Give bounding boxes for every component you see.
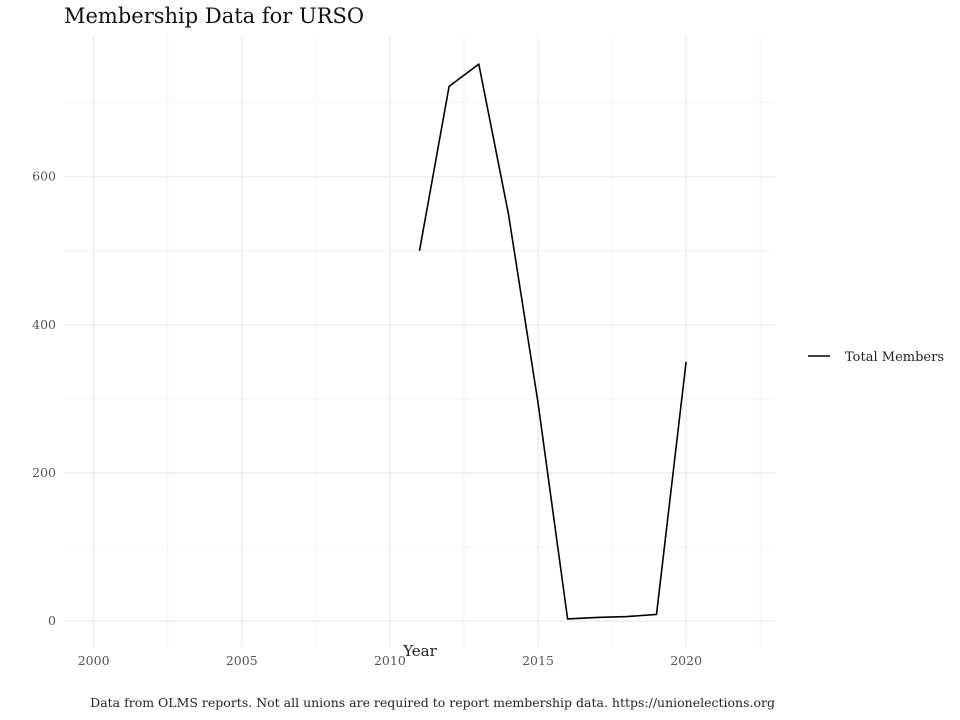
series-line-total-members — [418, 63, 687, 620]
y-tick-label: 600 — [32, 169, 56, 184]
x-tick-label: 2020 — [670, 653, 702, 668]
chart-title: Membership Data for URSO — [64, 4, 364, 28]
plot-grid — [64, 36, 775, 647]
legend: Total Members — [808, 350, 944, 365]
x-tick-label: 2000 — [78, 653, 110, 668]
chart-caption: Data from OLMS reports. Not all unions a… — [90, 695, 775, 710]
x-tick-label: 2015 — [522, 653, 554, 668]
x-tick-label: 2005 — [226, 653, 258, 668]
x-axis-label: Year — [402, 642, 437, 660]
legend-label: Total Members — [845, 350, 944, 365]
y-tick-label: 200 — [32, 465, 56, 480]
y-axis-ticks: 0 200 400 600 — [32, 169, 56, 628]
y-tick-label: 400 — [32, 317, 56, 332]
x-axis-ticks: 2000 2005 2010 2015 2020 — [78, 653, 702, 668]
series-lines — [418, 63, 687, 620]
y-tick-label: 0 — [48, 613, 56, 628]
x-tick-label: 2010 — [374, 653, 406, 668]
